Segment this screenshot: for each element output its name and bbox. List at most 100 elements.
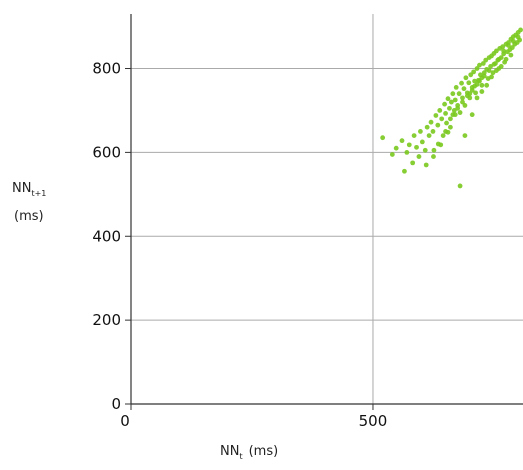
x-axis-title-unit: (ms) [249,444,279,459]
scatter-point [414,144,419,150]
scatter-point [477,78,482,84]
scatter-point [474,66,480,71]
y-tick-label: 200 [92,311,121,329]
scatter-point [389,152,395,157]
x-axis-title: NNt (ms) [220,444,278,461]
scatter-point [464,93,470,99]
scatter-point [510,38,516,44]
scatter-point [489,74,494,80]
scatter-point [450,112,456,118]
scatter-point [491,61,497,67]
y-axis-title-unit: (ms) [14,209,44,224]
y-tick-label: 600 [92,143,121,161]
y-axis-title-line1: NNt+1 [12,181,46,198]
scatter-point [411,133,417,139]
scatter-point [448,116,453,122]
scatter-point [471,69,477,75]
scatter-point [447,105,452,111]
scatter-point [442,101,447,107]
scatter-point [469,112,475,118]
scatter-point [452,97,458,103]
scatter-point [462,133,468,139]
scatter-point [453,84,459,90]
scatter-point [460,95,465,101]
scatter-point [501,48,507,54]
scatter-point [496,56,502,62]
scatter-point [430,129,436,134]
axes [130,14,523,405]
scatter-point [380,135,386,141]
scatter-point [419,139,425,145]
x-axis-title-subscript: t [239,452,242,461]
scatter-point [509,45,515,50]
scatter-point [426,133,432,139]
scatter-point [443,110,448,116]
tick-labels: 0 200 400 600 800 0 500 [92,60,387,430]
data-points [380,27,523,189]
scatter-point [457,110,463,115]
y-axis-title-subscript: t+1 [31,189,46,198]
scatter-point [457,183,463,189]
x-tick-label: 500 [359,412,388,430]
scatter-point [473,90,478,96]
y-tick-label: 0 [111,395,121,413]
scatter-point [444,120,449,126]
scatter-point [515,34,521,40]
scatter-point [399,138,405,144]
scatter-point [474,95,480,101]
scatter-point [479,82,485,88]
scatter-point [455,105,461,111]
scatter-point [448,99,454,105]
scatter-point [469,87,475,93]
scatter-point [431,147,437,153]
scatter-point [493,68,499,74]
scatter-point [479,75,485,81]
scatter-point [428,119,434,125]
scatter-point [424,124,430,130]
x-tick-label: 0 [120,412,130,430]
scatter-point [480,61,486,66]
scatter-point [393,145,399,151]
scatter-point [418,129,423,134]
grid [131,14,523,404]
scatter-point [445,96,451,102]
scatter-point [422,147,428,153]
scatter-point [493,48,499,54]
scatter-point [518,27,523,33]
scatter-point [456,91,462,97]
scatter-point [460,99,465,105]
scatter-point [506,43,511,48]
scatter-point [479,89,485,94]
y-tick-label: 400 [92,227,121,245]
x-axis-title-base: NN [220,444,239,459]
scatter-point [472,78,478,84]
scatter-point [468,72,474,78]
scatter-point [474,82,480,87]
scatter-point [459,80,464,86]
scatter-point [435,141,441,147]
scatter-point [484,82,490,88]
scatter-point [486,68,492,74]
scatter-point [402,168,407,174]
scatter-point [431,154,436,159]
scatter-point [437,108,443,113]
scatter-point [410,160,416,166]
scatter-point [440,133,446,139]
y-axis-title-base: NN [12,181,31,196]
scatter-point [500,44,506,50]
scatter-point [466,80,472,86]
scatter-point [503,56,509,62]
scatter-point [435,122,441,128]
scatter-point [450,91,456,97]
scatter-point [461,86,467,92]
scatter-point [445,129,451,135]
scatter-point [483,57,489,63]
scatter-point [462,103,468,108]
y-tick-label: 800 [92,60,121,78]
scatter-point [404,149,410,155]
scatter-point [406,142,412,148]
scatter-point [448,124,453,130]
scatter-point [423,162,429,168]
